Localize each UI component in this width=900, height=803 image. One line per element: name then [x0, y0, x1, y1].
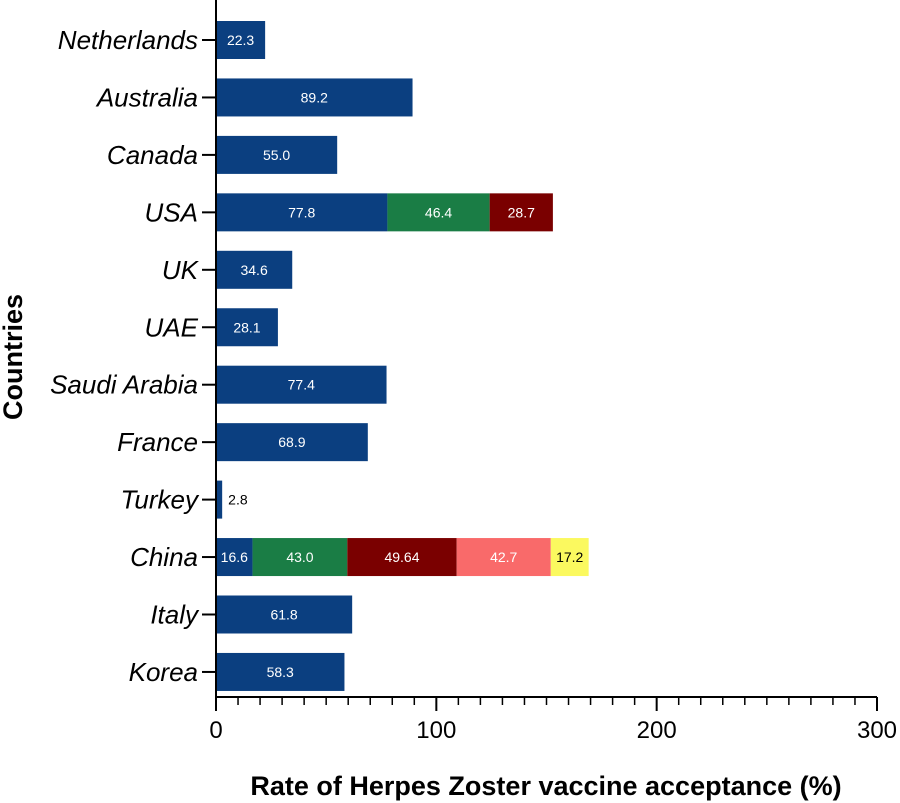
data-label: 22.3: [227, 32, 254, 48]
y-tick-label: Netherlands: [58, 25, 198, 55]
bar-segment-korea-1: [216, 652, 345, 691]
bar-segment-china-4: [456, 538, 551, 577]
data-label: 42.7: [490, 549, 517, 565]
data-label: 43.0: [286, 549, 313, 565]
bar-segment-usa-2: [387, 193, 490, 232]
bars-layer: 22.3 89.2 55.0 77.8 46.4 28.7 34.6 28.1 77.4 68.9…: [216, 21, 589, 691]
bar-segment-uae-1: [216, 308, 278, 347]
bar-segment-china-5: [550, 538, 589, 577]
bar-segment-italy-1: [216, 595, 353, 634]
y-axis-title: Countries: [0, 294, 28, 420]
data-label: 28.1: [233, 319, 260, 335]
data-label: 2.8: [228, 492, 248, 508]
x-tick-label: 300: [857, 717, 897, 744]
x-axis-title: Rate of Herpes Zoster vaccine acceptance…: [250, 771, 841, 801]
data-label: 34.6: [240, 262, 267, 278]
y-tick-label: USA: [145, 197, 198, 227]
y-tick-label: China: [130, 542, 198, 572]
data-label: 49.64: [384, 549, 419, 565]
x-tick-label: 100: [416, 717, 456, 744]
bar-segment-saudi-arabia-1: [216, 365, 387, 404]
data-label: 61.8: [270, 607, 297, 623]
bar-segment-turkey-1: [216, 480, 223, 519]
bar-segment-netherlands-1: [216, 21, 266, 59]
data-label: 46.4: [425, 204, 452, 220]
bar-segment-china-3: [347, 538, 457, 577]
bar-segment-usa-3: [489, 193, 553, 232]
data-label: 77.4: [288, 377, 315, 393]
bar-segment-france-1: [216, 423, 368, 462]
y-tick-label: Korea: [129, 657, 198, 687]
y-tick-label: UAE: [145, 312, 199, 342]
data-label: 28.7: [508, 204, 535, 220]
data-label: 68.9: [278, 434, 305, 450]
y-tick-label: Italy: [150, 600, 200, 630]
data-label: 58.3: [267, 664, 294, 680]
data-label: 16.6: [221, 549, 248, 565]
y-tick-label: Australia: [95, 82, 198, 112]
y-tick-label: Turkey: [120, 485, 200, 515]
data-label: 17.2: [556, 549, 583, 565]
bar-segment-china-2: [252, 538, 348, 577]
data-label: 89.2: [301, 89, 328, 105]
bar-segment-uk-1: [216, 250, 293, 289]
bar-segment-china-1: [216, 538, 253, 577]
bar-segment-usa-1: [216, 193, 388, 232]
data-label: 55.0: [263, 147, 290, 163]
y-tick-label: France: [117, 427, 198, 457]
bar-segment-canada-1: [216, 135, 338, 174]
y-tick-label: Canada: [107, 140, 198, 170]
data-label: 77.8: [288, 204, 315, 220]
y-tick-label: UK: [162, 255, 200, 285]
x-tick-label: 200: [637, 717, 677, 744]
y-tick-label: Saudi Arabia: [50, 370, 198, 400]
axes-layer: Netherlands Australia Canada USA UK UAE Saudi …: [50, 0, 897, 744]
x-tick-label: 0: [209, 717, 222, 744]
bar-segment-australia-1: [216, 78, 413, 117]
